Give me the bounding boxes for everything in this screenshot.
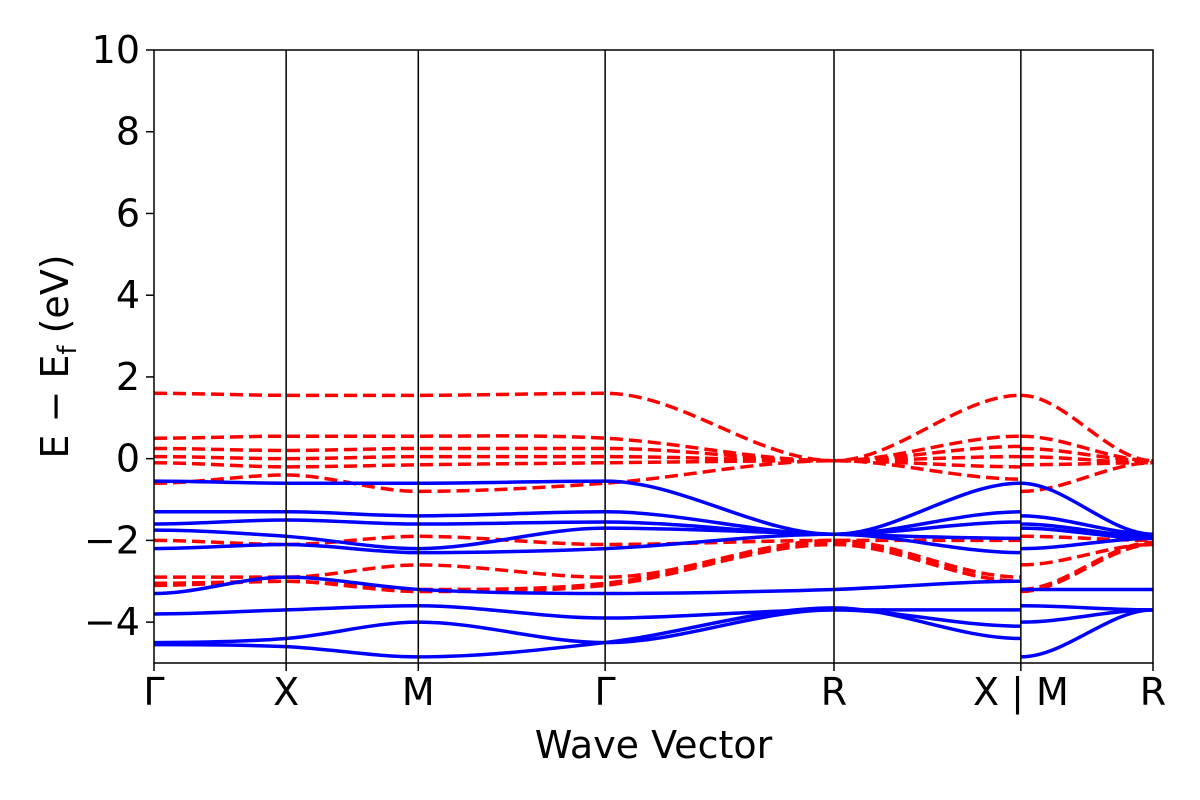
y-axis-label-unit: (eV) bbox=[33, 254, 77, 345]
y-axis-label-main: E − E bbox=[33, 355, 77, 459]
spin-up-band-line bbox=[154, 606, 1153, 659]
spin-down-band-line bbox=[154, 542, 1153, 594]
band-lines bbox=[154, 391, 1153, 659]
x-tick-label: Γ bbox=[143, 670, 164, 714]
plot-frame bbox=[153, 49, 1154, 664]
spin-up-band-line bbox=[154, 479, 1153, 537]
x-axis-label: Wave Vector bbox=[535, 723, 773, 767]
x-tick-label: R bbox=[821, 670, 847, 714]
x-tick-label: X bbox=[273, 670, 299, 714]
y-tick-label: −4 bbox=[84, 600, 140, 644]
y-axis-label: E − Ef (eV) bbox=[33, 254, 83, 458]
x-tick-label: R bbox=[1140, 670, 1166, 714]
y-axis-label-subscript: f bbox=[53, 345, 83, 355]
spin-down-band-line bbox=[154, 458, 1153, 494]
y-tick-label: 4 bbox=[116, 273, 140, 317]
x-tick-label: Γ bbox=[595, 670, 616, 714]
y-tick-label: 2 bbox=[116, 355, 140, 399]
y-tick-label: 0 bbox=[116, 437, 140, 481]
x-tick-label: X | M bbox=[973, 670, 1069, 715]
y-axis-ticks: −4 −2 0 2 4 6 8 10 bbox=[84, 28, 154, 644]
spin-down-band-line bbox=[154, 458, 1153, 469]
y-tick-label: 10 bbox=[92, 28, 140, 72]
x-axis-ticks: Γ X M Γ R X | M R bbox=[143, 663, 1166, 715]
x-tick-label: M bbox=[402, 670, 435, 714]
spin-down-band-line bbox=[154, 540, 1153, 592]
y-tick-label: −2 bbox=[84, 518, 140, 562]
high-symmetry-lines bbox=[285, 50, 1022, 663]
y-tick-label: 8 bbox=[116, 110, 140, 154]
spin-up-band-line bbox=[154, 604, 1153, 620]
y-tick-label: 6 bbox=[116, 191, 140, 235]
